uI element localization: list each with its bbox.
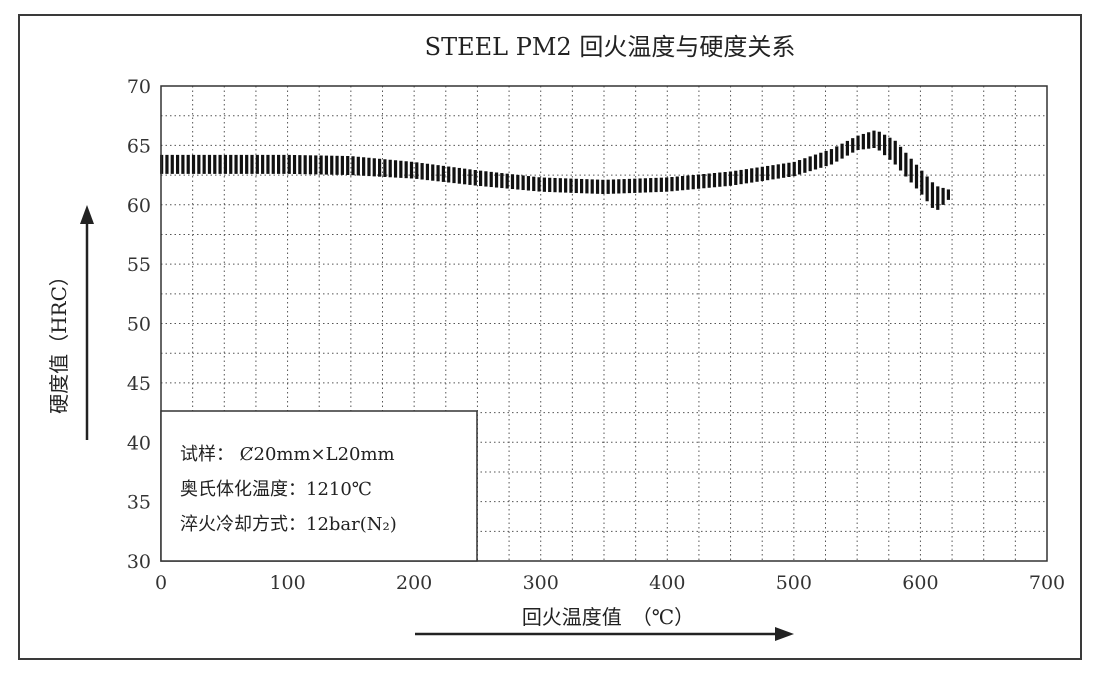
x-axis-ticks: 0 100 200 300 400 500 600 700 bbox=[155, 572, 1065, 594]
y-tick-label: 45 bbox=[127, 373, 151, 395]
grid bbox=[161, 86, 1047, 561]
x-tick-label: 600 bbox=[902, 572, 938, 594]
x-tick-label: 700 bbox=[1029, 572, 1065, 594]
y-tick-label: 30 bbox=[127, 551, 151, 573]
x-tick-label: 300 bbox=[523, 572, 559, 594]
legend-background bbox=[160, 410, 478, 562]
legend-line-austenitizing: 奥氏体化温度：1210℃ bbox=[180, 479, 372, 500]
x-tick-label: 400 bbox=[649, 572, 685, 594]
legend-line-specimen: 试样： Ȼ20mm×L20mm bbox=[180, 444, 395, 465]
x-axis-label: 回火温度值 （℃） bbox=[522, 605, 694, 629]
x-tick-label: 500 bbox=[776, 572, 812, 594]
y-axis-label: 硬度值（HRC） bbox=[47, 266, 71, 414]
x-tick-label: 0 bbox=[155, 572, 167, 594]
legend-box: 试样： Ȼ20mm×L20mm 奥氏体化温度：1210℃ 淬火冷却方式：12ba… bbox=[160, 410, 478, 562]
y-axis-arrow-icon bbox=[80, 205, 94, 224]
y-tick-label: 60 bbox=[127, 195, 151, 217]
y-axis-label-group: 硬度值（HRC） bbox=[47, 205, 94, 440]
y-tick-label: 55 bbox=[127, 254, 151, 276]
plot-area-border bbox=[160, 85, 1048, 562]
hardness-band bbox=[160, 130, 951, 210]
x-axis-arrow-icon bbox=[775, 627, 794, 641]
y-tick-label: 50 bbox=[127, 314, 151, 336]
x-tick-label: 200 bbox=[396, 572, 432, 594]
y-tick-label: 70 bbox=[127, 76, 151, 98]
x-axis-label-group: 回火温度值 （℃） bbox=[415, 605, 794, 641]
y-tick-label: 35 bbox=[127, 492, 151, 514]
x-tick-label: 100 bbox=[269, 572, 305, 594]
y-tick-label: 65 bbox=[127, 135, 151, 157]
y-axis-ticks: 30 35 40 45 50 55 60 65 70 bbox=[127, 76, 151, 573]
chart-title: STEEL PM2 回火温度与硬度关系 bbox=[425, 33, 796, 61]
y-tick-label: 40 bbox=[127, 432, 151, 454]
legend-line-quenching: 淬火冷却方式：12bar(N₂) bbox=[180, 514, 397, 535]
